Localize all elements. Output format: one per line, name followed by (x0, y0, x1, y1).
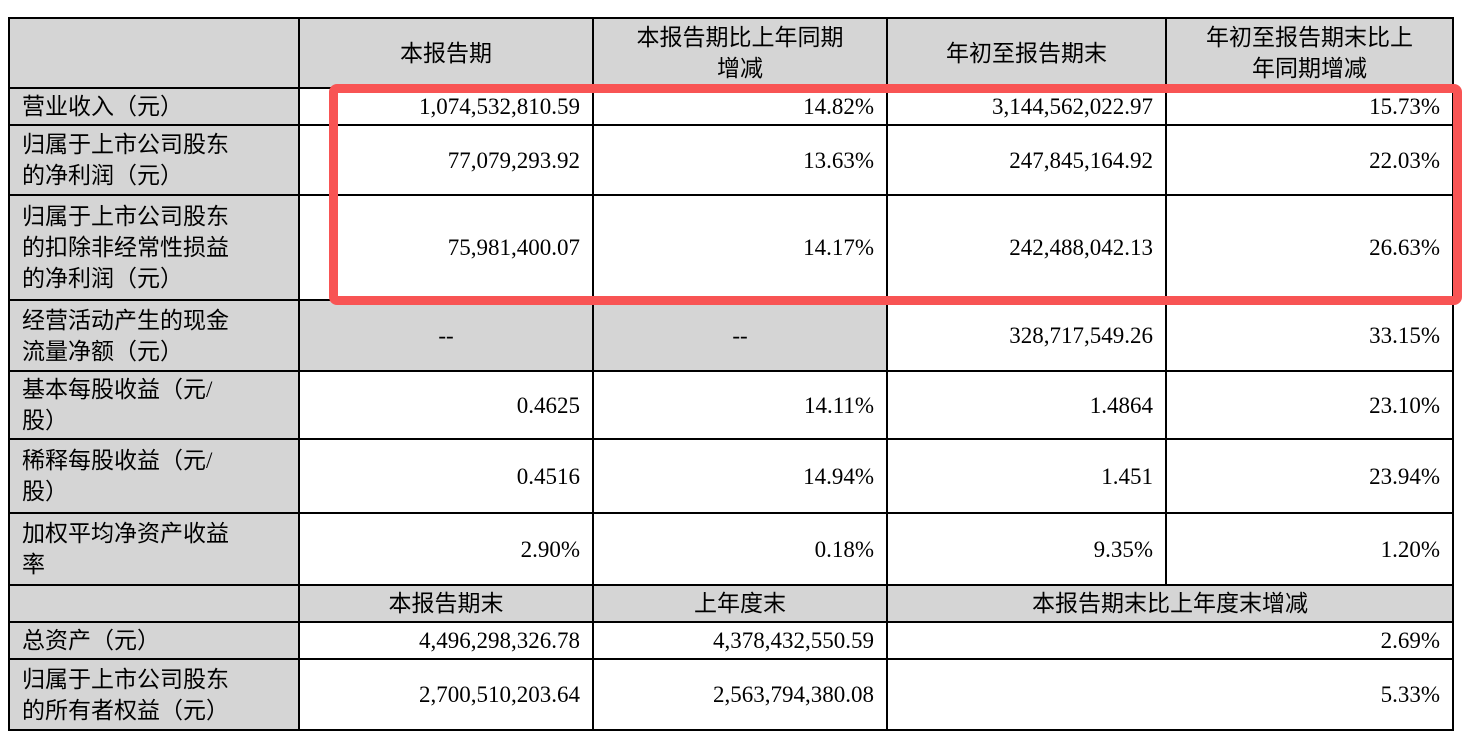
table-row-diluted-eps: 稀释每股收益（元/ 股） 0.4516 14.94% 1.451 23.94% (8, 438, 1454, 514)
cell-value: 247,845,164.92 (886, 124, 1167, 196)
table-row-net-profit-excl-nonrecurring: 归属于上市公司股东 的扣除非经常性损益 的净利润（元） 75,981,400.0… (8, 194, 1454, 301)
cell-value: 328,717,549.26 (886, 299, 1167, 372)
header-current-vs-prior-yoy: 本报告期比上年同期 增减 (592, 17, 888, 89)
header-end-of-period: 本报告期末 (298, 584, 594, 623)
cell-value: 2,563,794,380.08 (592, 658, 888, 731)
cell-value: 14.94% (592, 438, 888, 514)
cell-value: 14.11% (592, 370, 888, 440)
cell-value: -- (298, 299, 594, 372)
header-change-vs-prior-year-end: 本报告期末比上年度末增减 (886, 584, 1454, 623)
cell-value: 1.20% (1165, 512, 1454, 586)
row-label: 基本每股收益（元/ 股） (8, 370, 300, 440)
header-ytd: 年初至报告期末 (886, 17, 1167, 89)
header-ytd-vs-prior-yoy: 年初至报告期末比上 年同期增减 (1165, 17, 1454, 89)
cell-value: 5.33% (886, 658, 1454, 731)
cell-value: 242,488,042.13 (886, 194, 1167, 301)
cell-value: 0.4516 (298, 438, 594, 514)
cell-value: 4,496,298,326.78 (298, 621, 594, 660)
row-label: 营业收入（元） (8, 87, 300, 126)
row-label: 归属于上市公司股东 的净利润（元） (8, 124, 300, 196)
row-label: 归属于上市公司股东 的所有者权益（元） (8, 658, 300, 731)
row-label: 稀释每股收益（元/ 股） (8, 438, 300, 514)
financial-summary-table: 本报告期 本报告期比上年同期 增减 年初至报告期末 年初至报告期末比上 年同期增… (8, 17, 1454, 731)
cell-value: 15.73% (1165, 87, 1454, 126)
cell-value: 1,074,532,810.59 (298, 87, 594, 126)
header-end-of-prior-year: 上年度末 (592, 584, 888, 623)
header2-corner-cell (8, 584, 300, 623)
cell-value: 22.03% (1165, 124, 1454, 196)
cell-value: 23.94% (1165, 438, 1454, 514)
header-corner-cell (8, 17, 300, 89)
cell-value: 2,700,510,203.64 (298, 658, 594, 731)
cell-value: 14.82% (592, 87, 888, 126)
cell-value: 23.10% (1165, 370, 1454, 440)
row-label: 归属于上市公司股东 的扣除非经常性损益 的净利润（元） (8, 194, 300, 301)
cell-value: 3,144,562,022.97 (886, 87, 1167, 126)
table-row-operating-cash-flow: 经营活动产生的现金 流量净额（元） -- -- 328,717,549.26 3… (8, 299, 1454, 372)
table-header-row-2: 本报告期末 上年度末 本报告期末比上年度末增减 (8, 584, 1454, 623)
table-row-owners-equity: 归属于上市公司股东 的所有者权益（元） 2,700,510,203.64 2,5… (8, 658, 1454, 731)
cell-value: 75,981,400.07 (298, 194, 594, 301)
cell-value: 1.4864 (886, 370, 1167, 440)
table-row-weighted-roe: 加权平均净资产收益 率 2.90% 0.18% 9.35% 1.20% (8, 512, 1454, 586)
cell-value: 77,079,293.92 (298, 124, 594, 196)
table-row-operating-revenue: 营业收入（元） 1,074,532,810.59 14.82% 3,144,56… (8, 87, 1454, 126)
table-row-total-assets: 总资产（元） 4,496,298,326.78 4,378,432,550.59… (8, 621, 1454, 660)
cell-value: 13.63% (592, 124, 888, 196)
table-row-net-profit: 归属于上市公司股东 的净利润（元） 77,079,293.92 13.63% 2… (8, 124, 1454, 196)
row-label: 经营活动产生的现金 流量净额（元） (8, 299, 300, 372)
cell-value: 33.15% (1165, 299, 1454, 372)
cell-value: 1.451 (886, 438, 1167, 514)
row-label: 总资产（元） (8, 621, 300, 660)
table-header-row-1: 本报告期 本报告期比上年同期 增减 年初至报告期末 年初至报告期末比上 年同期增… (8, 17, 1454, 89)
cell-value: 14.17% (592, 194, 888, 301)
cell-value: 4,378,432,550.59 (592, 621, 888, 660)
cell-value: 2.69% (886, 621, 1454, 660)
cell-value: 9.35% (886, 512, 1167, 586)
cell-value: -- (592, 299, 888, 372)
row-label: 加权平均净资产收益 率 (8, 512, 300, 586)
header-current-period: 本报告期 (298, 17, 594, 89)
cell-value: 0.4625 (298, 370, 594, 440)
table-row-basic-eps: 基本每股收益（元/ 股） 0.4625 14.11% 1.4864 23.10% (8, 370, 1454, 440)
cell-value: 0.18% (592, 512, 888, 586)
cell-value: 26.63% (1165, 194, 1454, 301)
cell-value: 2.90% (298, 512, 594, 586)
